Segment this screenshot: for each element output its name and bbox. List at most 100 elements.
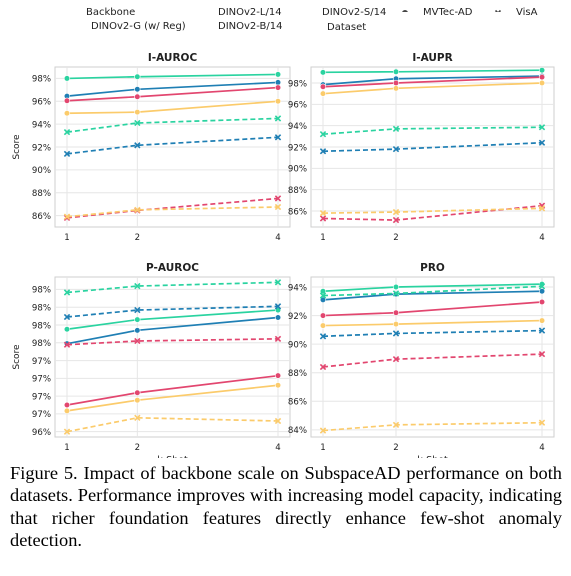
data-point-b-mvtec (392, 79, 400, 87)
series-line-b-visa (66, 338, 279, 346)
data-point-l-mvtec (319, 296, 327, 303)
data-point-s-visa (274, 203, 282, 211)
data-point-g-visa (392, 125, 400, 133)
data-point-l-visa (134, 142, 141, 149)
y-axis-label: Score (12, 134, 22, 160)
data-point-l-visa (274, 134, 282, 141)
y-tick-label: 96% (32, 428, 51, 438)
x-tick-label: 4 (539, 233, 544, 243)
data-point-l-visa (63, 150, 71, 158)
data-point-s-mvtec (392, 321, 400, 328)
y-tick-label: 98% (32, 321, 51, 331)
y-axis-label: Score (12, 344, 22, 370)
data-point-b-mvtec (63, 97, 71, 104)
data-point-b-visa (538, 350, 546, 358)
x-tick-label: 4 (275, 443, 280, 453)
data-point-b-visa (319, 215, 327, 222)
series-line-b-visa (66, 197, 279, 219)
data-point-b-mvtec (319, 312, 327, 319)
y-tick-label: 88% (288, 369, 307, 379)
data-point-l-visa (392, 330, 400, 337)
y-tick-label: 94% (288, 283, 307, 293)
data-point-l-visa (319, 148, 327, 155)
y-tick-label: 98% (32, 286, 51, 296)
legend-label-mvtec: MVTec-AD (423, 7, 473, 18)
data-point-g-visa (392, 290, 400, 297)
y-tick-label: 86% (288, 398, 307, 408)
data-point-g-visa (63, 128, 71, 136)
y-tick-label: 92% (288, 143, 307, 153)
data-point-g-visa (319, 131, 327, 138)
legend-line-mvtec (402, 10, 408, 12)
series-line-l-visa (66, 305, 279, 318)
data-point-b-visa (319, 363, 327, 371)
data-point-b-mvtec (538, 298, 546, 306)
series-line-l-visa (66, 136, 279, 155)
data-point-b-visa (392, 216, 400, 224)
legend-line-visa (494, 9, 502, 12)
y-tick-label: 96% (288, 101, 307, 111)
data-point-b-visa (63, 341, 71, 348)
chart-title: P-AUROC (146, 262, 199, 274)
data-point-g-visa (134, 282, 141, 290)
y-tick-label: 98% (32, 304, 51, 314)
data-point-g-mvtec (274, 71, 282, 78)
series-line-g-visa (66, 117, 279, 133)
data-point-b-visa (392, 355, 400, 363)
data-point-s-mvtec (319, 90, 327, 97)
y-tick-label: 94% (32, 120, 51, 130)
data-point-b-mvtec (319, 83, 327, 90)
x-tick-label: 4 (275, 233, 280, 243)
data-point-b-mvtec (538, 74, 546, 81)
x-axis-label: k-Shot (417, 455, 448, 458)
data-point-b-mvtec (134, 93, 141, 100)
figure-caption: Figure 5. Impact of backbone scale on Su… (10, 463, 562, 551)
data-point-g-mvtec (63, 326, 71, 333)
data-point-s-mvtec (538, 79, 546, 87)
x-tick-label: 1 (64, 233, 69, 243)
data-point-s-mvtec (63, 110, 71, 117)
data-point-l-visa (392, 145, 400, 153)
data-point-b-visa (134, 337, 141, 345)
series-line-s-visa (66, 206, 279, 218)
y-tick-label: 86% (288, 207, 307, 217)
y-tick-label: 98% (32, 339, 51, 349)
data-point-l-mvtec (538, 288, 546, 295)
data-point-g-mvtec (134, 73, 141, 80)
data-point-s-visa (134, 206, 141, 214)
data-point-s-mvtec (319, 322, 327, 329)
y-tick-label: 94% (288, 122, 307, 132)
y-tick-label: 98% (32, 75, 51, 85)
data-point-s-visa (63, 213, 71, 220)
data-point-s-mvtec (63, 407, 71, 414)
data-point-g-mvtec (63, 75, 71, 82)
y-tick-label: 97% (32, 375, 51, 385)
data-point-s-visa (392, 208, 400, 216)
y-tick-label: 86% (32, 212, 51, 222)
x-tick-label: 1 (320, 443, 325, 453)
x-tick-label: 1 (320, 233, 325, 243)
data-point-g-mvtec (319, 288, 327, 295)
data-point-b-mvtec (63, 401, 71, 409)
data-point-s-visa (134, 414, 141, 421)
y-tick-label: 88% (32, 189, 51, 199)
y-tick-label: 96% (32, 98, 51, 108)
data-point-l-mvtec (274, 314, 282, 321)
data-point-b-mvtec (392, 309, 400, 316)
data-point-g-visa (538, 124, 546, 131)
data-point-g-visa (274, 279, 282, 286)
data-point-s-mvtec (134, 397, 141, 404)
data-point-b-mvtec (274, 84, 282, 91)
data-point-g-mvtec (134, 316, 141, 323)
y-tick-label: 90% (288, 340, 307, 350)
chart-title: I-AUROC (148, 52, 198, 64)
legend: Backbone Dataset DINOv2-G (w/ Reg) DINOv… (0, 0, 571, 40)
data-point-l-mvtec (134, 327, 141, 334)
charts-canvas: 86% 88% 90% 92% 94% 96% 98% 1 2 4 I-AUROC Score 86% 8… (12, 52, 555, 458)
legend-label-b: DINOv2-B/14 (218, 21, 283, 32)
x-tick-label: 2 (135, 443, 140, 453)
data-point-l-visa (63, 313, 71, 321)
data-point-l-visa (134, 306, 141, 314)
data-point-s-mvtec (134, 109, 141, 116)
data-point-l-visa (538, 139, 546, 146)
